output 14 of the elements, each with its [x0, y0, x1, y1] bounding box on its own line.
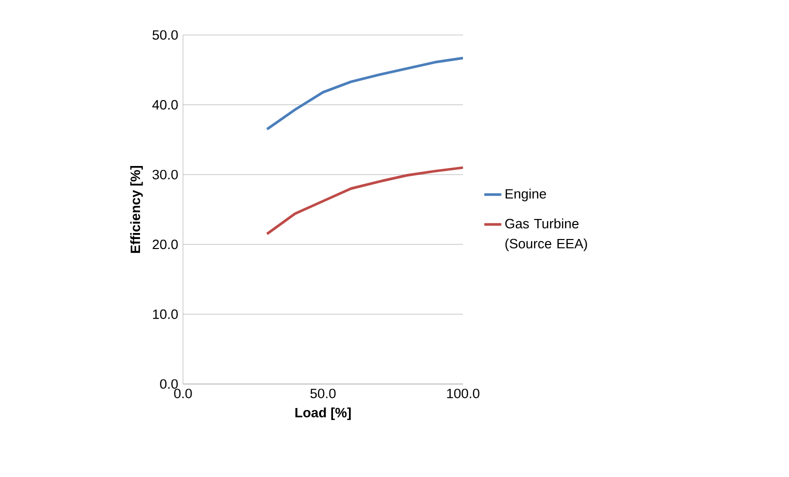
legend-label: Engine	[506, 188, 546, 202]
y-tick-label: 40.0	[152, 100, 178, 110]
y-tick-label: 20.0	[152, 240, 178, 250]
y-tick-label: 30.0	[152, 170, 178, 180]
y-tick-label: 0.0	[160, 379, 178, 389]
line-series	[266, 166, 464, 236]
x-tick-label: 0.0	[174, 388, 192, 398]
y-tick-label: 50.0	[152, 30, 178, 40]
y-tick-label: 10.0	[153, 309, 178, 319]
x-tick-label: 100.0	[447, 388, 480, 398]
y-axis-title: Efficiency [%]	[130, 166, 143, 253]
x-tick-label: 50.0	[310, 388, 336, 398]
legend-label: Gas Turbine (Source EEA)	[505, 218, 588, 252]
x-axis-title: Load [%]	[295, 407, 351, 420]
